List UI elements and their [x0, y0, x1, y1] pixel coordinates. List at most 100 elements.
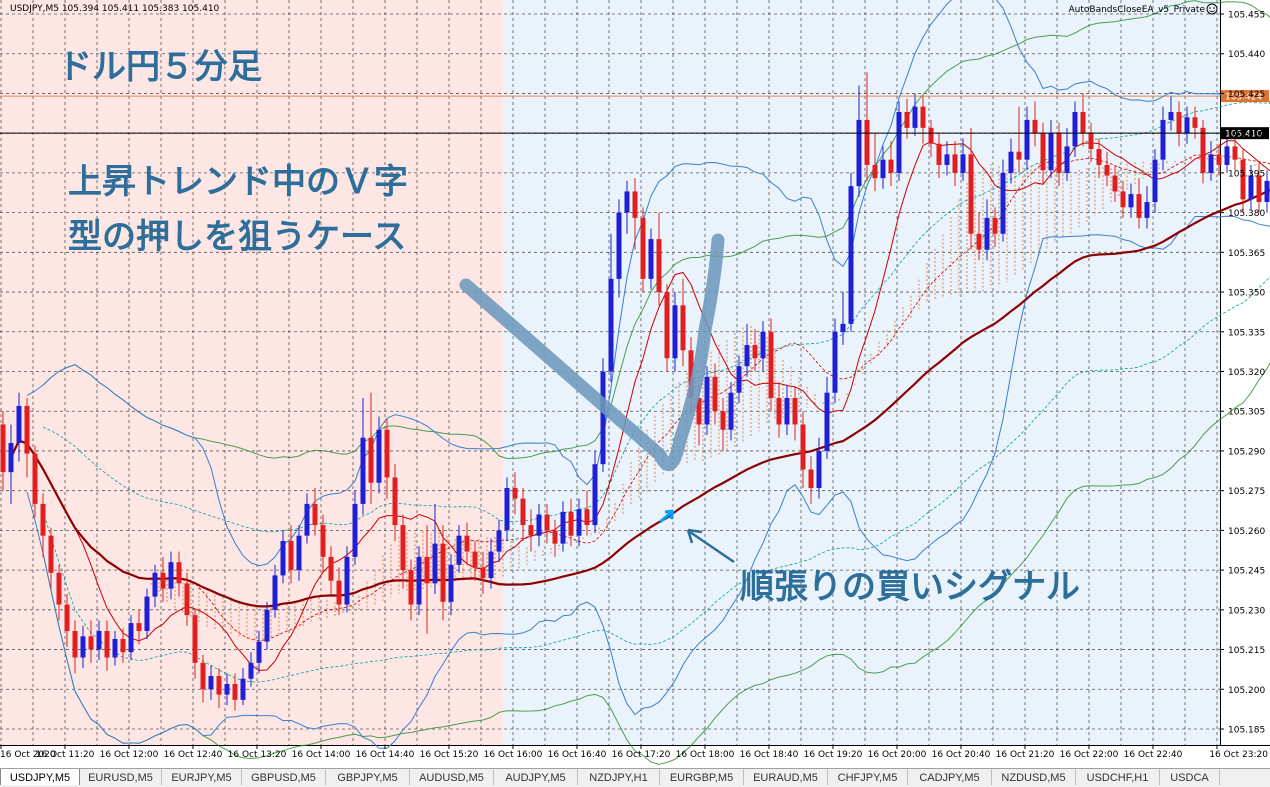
tab-nzdusd-m5[interactable]: NZDUSD,M5 [992, 769, 1076, 785]
candle-95 [760, 321, 766, 372]
tab-nzdjpy-h1[interactable]: NZDJPY,H1 [578, 769, 660, 785]
candle-115 [920, 96, 926, 144]
candle-153 [1224, 133, 1230, 173]
candle-body [392, 477, 398, 526]
candle-body [240, 678, 246, 700]
y-tick-label-15: 105.230 [1228, 606, 1265, 616]
candle-109 [872, 133, 878, 192]
candle-body [632, 191, 638, 218]
candle-38 [304, 493, 310, 544]
candle-body [1144, 202, 1150, 218]
tab-euraud-m5[interactable]: EURAUD,M5 [744, 769, 828, 785]
v-shape-annotation [459, 233, 725, 472]
candle-body [168, 562, 174, 589]
ma-mid [10, 154, 1270, 642]
x-tick-label-3: 16 Oct 12:40 [164, 750, 223, 760]
candle-51 [408, 559, 414, 621]
annotation-buy-signal: 順張りの買いシグナル [740, 567, 1080, 607]
tab-eurusd-m5[interactable]: EURUSD,M5 [80, 769, 162, 785]
candle-151 [1208, 141, 1214, 181]
candle-100 [800, 411, 806, 489]
candle-body [64, 604, 70, 632]
candle-61 [488, 538, 494, 589]
candle-43 [344, 546, 350, 613]
candle-136 [1088, 122, 1094, 163]
candle-88 [704, 366, 710, 436]
candle-103 [824, 376, 830, 459]
tab-usdjpy-m5[interactable]: USDJPY,M5 [0, 769, 80, 785]
candle-body [280, 540, 286, 576]
tab-audjpy-m5[interactable]: AUDJPY,M5 [494, 769, 578, 785]
candle-body [128, 623, 134, 653]
candle-body [904, 111, 910, 128]
candle-30 [240, 668, 246, 706]
candle-body [600, 371, 606, 465]
candle-body [72, 631, 78, 658]
tab-usdchf-h1[interactable]: USDCHF,H1 [1076, 769, 1160, 785]
candle-body [288, 540, 294, 571]
candle-156 [1248, 164, 1254, 210]
tab-usdca[interactable]: USDCA [1160, 769, 1220, 785]
candle-42 [336, 567, 342, 616]
candle-body [872, 164, 878, 179]
candle-body [1040, 133, 1046, 171]
candle-body [176, 562, 182, 584]
price-tag-0: 105.424 [1225, 93, 1262, 103]
x-tick-label-8: 16 Oct 16:00 [484, 750, 543, 760]
candle-body [1032, 119, 1038, 134]
candle-body [1112, 175, 1118, 192]
candle-body [1088, 133, 1094, 150]
candle-120 [960, 138, 966, 181]
candle-28 [224, 673, 230, 706]
tab-eurgbp-m5[interactable]: EURGBP,M5 [660, 769, 744, 785]
candle-138 [1104, 151, 1110, 187]
ma-slow [10, 188, 1270, 608]
candle-body [560, 511, 566, 544]
candle-79 [632, 178, 638, 250]
tab-cadjpy-m5[interactable]: CADJPY,M5 [908, 769, 992, 785]
candle-8 [64, 593, 70, 647]
candle-122 [976, 212, 982, 261]
candle-body [1160, 119, 1166, 160]
candle-134 [1072, 101, 1078, 157]
candle-body [696, 397, 702, 425]
x-tick-label-9: 16 Oct 16:40 [548, 750, 607, 760]
candle-body [1128, 194, 1134, 208]
candle-157 [1256, 162, 1262, 213]
candle-body [48, 535, 54, 573]
candle-158 [1264, 170, 1270, 213]
tab-eurjpy-m5[interactable]: EURJPY,M5 [162, 769, 242, 785]
candle-18 [144, 588, 150, 639]
candle-140 [1120, 180, 1126, 218]
candle-body [0, 424, 6, 473]
candle-53 [424, 525, 430, 634]
y-tick-label-6: 105.365 [1228, 249, 1265, 259]
tab-audusd-m5[interactable]: AUDUSD,M5 [410, 769, 494, 785]
candle-body [264, 609, 270, 642]
candle-17 [136, 609, 142, 645]
candle-75 [600, 358, 606, 473]
tab-gbpusd-m5[interactable]: GBPUSD,M5 [242, 769, 326, 785]
candle-26 [208, 665, 214, 700]
tab-gbpjpy-m5[interactable]: GBPJPY,M5 [326, 769, 410, 785]
candle-body [472, 551, 478, 568]
candle-92 [736, 355, 742, 404]
x-tick-label-19: 16 Oct 23:20 [1209, 750, 1268, 760]
candle-body [1176, 111, 1182, 134]
candle-body [144, 596, 150, 632]
candle-body [112, 638, 118, 658]
candle-body [792, 397, 798, 425]
candle-108 [864, 72, 870, 181]
candle-body [16, 405, 22, 443]
tab-chfjpy-m5[interactable]: CHFJPY,M5 [828, 769, 908, 785]
candle-85 [680, 278, 686, 367]
candle-body [992, 217, 998, 234]
candle-body [616, 212, 622, 279]
y-tick-label-13: 105.260 [1228, 527, 1265, 537]
candle-body [552, 530, 558, 544]
candle-body [576, 509, 582, 536]
candle-82 [656, 212, 662, 306]
x-tick-label-4: 16 Oct 13:20 [228, 750, 287, 760]
candle-33 [264, 601, 270, 650]
